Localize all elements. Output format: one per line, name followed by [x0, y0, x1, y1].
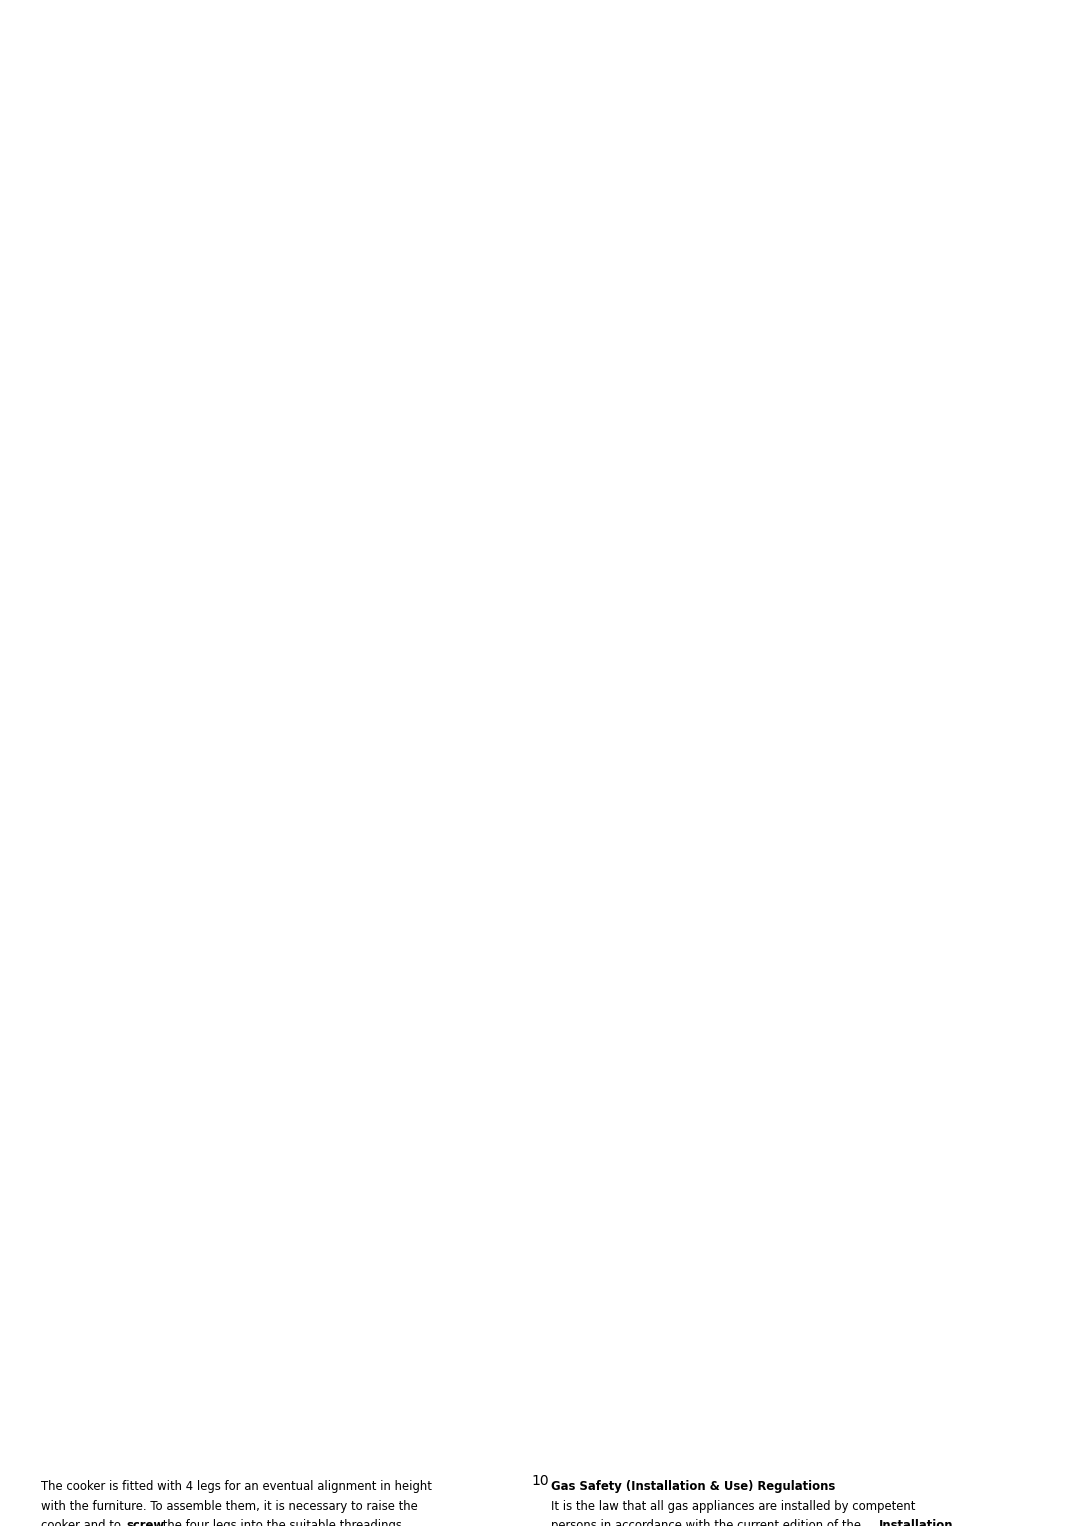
Text: persons in accordance with the current edition of the: persons in accordance with the current e… — [551, 1520, 865, 1526]
Text: 10: 10 — [531, 1474, 549, 1488]
Text: screw: screw — [126, 1520, 164, 1526]
Text: It is the law that all gas appliances are installed by competent: It is the law that all gas appliances ar… — [551, 1500, 915, 1512]
Text: the four legs into the suitable threadings: the four legs into the suitable threadin… — [159, 1520, 402, 1526]
Text: with the furniture. To assemble them, it is necessary to raise the: with the furniture. To assemble them, it… — [41, 1500, 418, 1512]
Text: cooker and to: cooker and to — [41, 1520, 125, 1526]
Text: The cooker is fitted with 4 legs for an eventual alignment in height: The cooker is fitted with 4 legs for an … — [41, 1480, 432, 1494]
Text: Gas Safety (Installation & Use) Regulations: Gas Safety (Installation & Use) Regulati… — [551, 1480, 835, 1494]
Text: Installation: Installation — [878, 1520, 953, 1526]
